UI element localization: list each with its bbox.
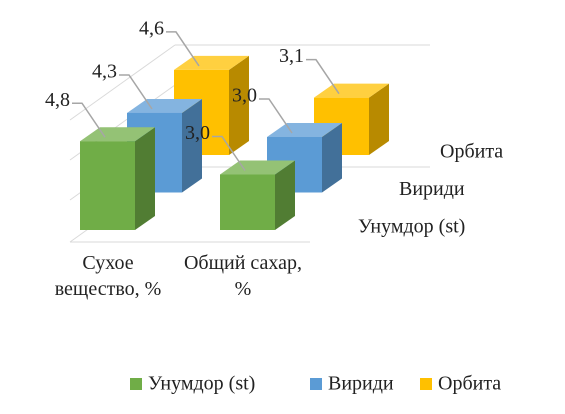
leader-line — [166, 31, 200, 67]
category-label: Сухое вещество, % — [54, 252, 162, 300]
bar-side — [229, 55, 249, 155]
leader-line — [72, 102, 106, 138]
depth-label: Вириди — [399, 178, 465, 200]
leader-line — [119, 74, 153, 110]
legend-swatch — [130, 378, 142, 390]
value-label: 3,1 — [279, 45, 304, 67]
legend-swatch — [420, 378, 432, 390]
legend-label: Вириди — [328, 373, 394, 395]
value-label: 4,3 — [92, 61, 117, 83]
bar — [220, 174, 275, 230]
bar-side — [135, 127, 155, 230]
bar-top — [314, 83, 389, 98]
depth-label: Орбита — [440, 141, 503, 163]
bar-side — [369, 83, 389, 155]
value-label: 4,6 — [139, 17, 164, 39]
value-label: 4,8 — [45, 89, 70, 111]
leader-line — [259, 98, 293, 134]
legend-swatch — [310, 378, 322, 390]
bar-side — [182, 98, 202, 193]
legend-label: Орбита — [438, 373, 501, 395]
depth-label: Унумдор (st) — [358, 216, 465, 238]
value-label: 3,0 — [185, 122, 210, 144]
bar-top — [220, 160, 295, 175]
bar — [80, 141, 135, 230]
bar-top — [267, 123, 342, 137]
bar-top — [127, 98, 202, 113]
bar-side — [275, 160, 295, 230]
value-label: 3,0 — [232, 85, 257, 107]
bar-side — [322, 123, 342, 193]
bar-top — [80, 127, 155, 142]
leader-line — [306, 58, 340, 95]
legend-label: Унумдор (st) — [148, 373, 255, 395]
bar-top — [174, 55, 249, 70]
category-label: Общий сахар, % — [183, 252, 303, 300]
leader-line — [212, 135, 246, 171]
